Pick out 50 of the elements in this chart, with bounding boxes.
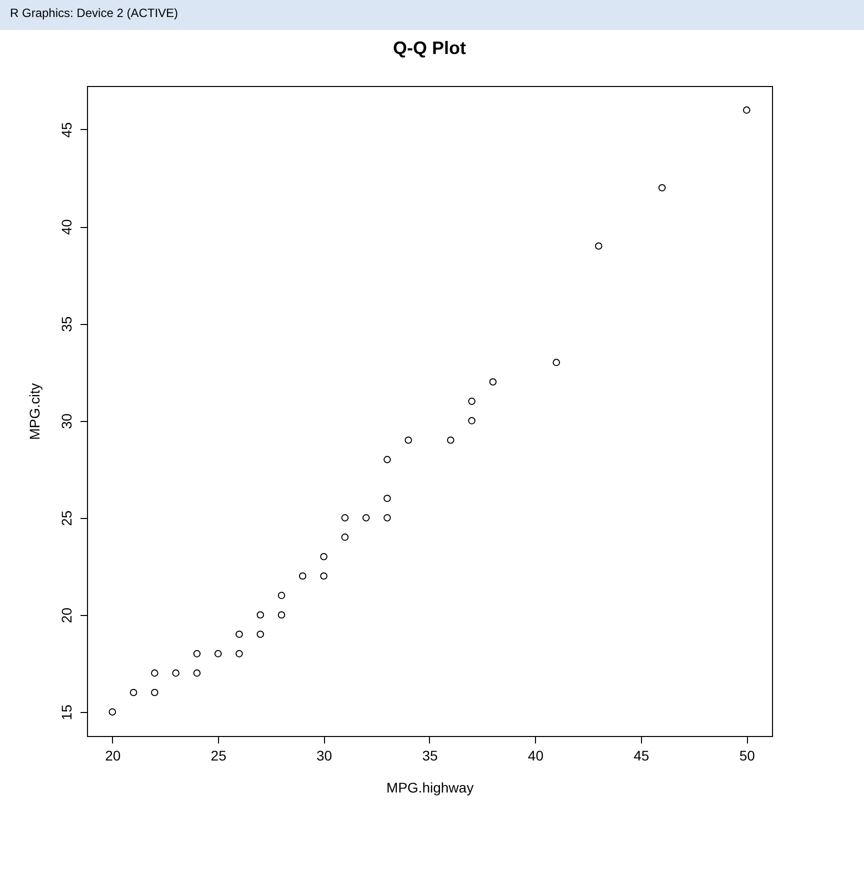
point — [236, 650, 243, 658]
x-tick-label: 40 — [528, 748, 544, 764]
y-tick-label: 45 — [58, 122, 74, 138]
point — [404, 436, 412, 444]
point — [172, 669, 180, 677]
text: R Graphics: Device 2 (ACTIVE) — [0, 0, 864, 30]
point — [320, 552, 328, 560]
x-tick-label: 20 — [105, 748, 121, 764]
y-axis-title: MPG.city — [26, 383, 42, 440]
point — [384, 456, 391, 464]
point — [320, 572, 328, 580]
point — [362, 514, 370, 522]
point — [658, 184, 666, 192]
point — [298, 572, 306, 580]
point — [130, 688, 138, 696]
point — [468, 398, 476, 405]
x-tick-label: 50 — [739, 748, 756, 764]
chart-title: Q-Q Plot — [393, 38, 466, 58]
point — [150, 688, 158, 696]
point — [384, 494, 391, 502]
point — [150, 669, 158, 677]
point — [594, 242, 602, 250]
x-tick-label: 45 — [634, 748, 650, 764]
point — [489, 378, 497, 386]
y-tick-label: 35 — [58, 316, 74, 332]
x-tick-label: 35 — [422, 748, 438, 764]
y-tick-label: 20 — [58, 607, 74, 624]
point — [193, 669, 201, 677]
point — [193, 650, 201, 658]
point — [341, 534, 349, 541]
point — [446, 436, 454, 444]
point — [278, 592, 286, 600]
point — [278, 611, 286, 619]
point — [384, 514, 391, 522]
point — [236, 630, 243, 638]
point — [256, 630, 264, 638]
point — [468, 417, 476, 424]
point — [552, 358, 560, 366]
y-tick-label: 30 — [58, 413, 74, 429]
y-tick-label: 25 — [58, 510, 74, 526]
x-tick-label: 25 — [210, 748, 227, 764]
point — [214, 650, 222, 658]
x-axis-title: MPG.highway — [386, 780, 474, 796]
y-tick-label: 15 — [58, 704, 74, 720]
point — [256, 611, 264, 619]
point — [108, 708, 116, 716]
y-tick-label: 40 — [58, 219, 74, 235]
point — [341, 514, 349, 522]
point — [742, 106, 750, 114]
x-tick-label: 30 — [316, 748, 332, 764]
